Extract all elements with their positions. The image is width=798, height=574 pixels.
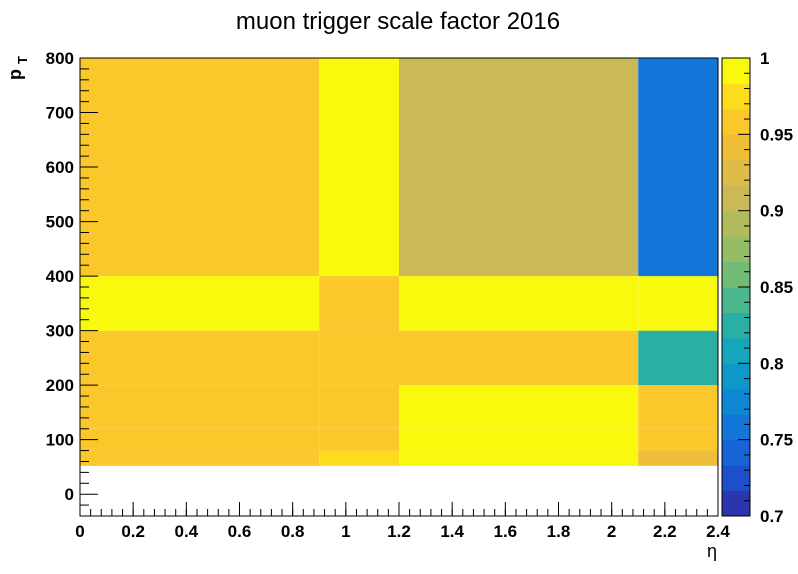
x-tick-label: 0 xyxy=(75,522,84,541)
y-axis-title-subscript: T xyxy=(15,56,30,64)
x-tick-label: 2.2 xyxy=(653,522,677,541)
heatmap-cell xyxy=(638,450,718,466)
x-axis-ticks: 0 0.2 0.4 0.6 0.8 1 1.2 1.4 1.6 1.8 2 2.2 2.4 xyxy=(75,502,730,541)
y-tick-label: 800 xyxy=(46,49,74,68)
y-axis-ticks: 0 100 200 300 400 500 600 700 800 xyxy=(46,49,98,517)
x-tick-label: 0.2 xyxy=(121,522,145,541)
y-tick-label: 0 xyxy=(65,485,74,504)
color-scale-band xyxy=(722,287,750,313)
heatmap-cell xyxy=(638,428,718,451)
heatmap-cell xyxy=(399,450,639,466)
heatmap-cell xyxy=(399,58,639,277)
y-axis-title-main: p xyxy=(5,69,25,80)
color-scale-label: 0.8 xyxy=(760,354,784,373)
color-scale-label: 1 xyxy=(760,49,769,68)
heatmap-cell xyxy=(80,330,320,386)
color-scale-band xyxy=(722,210,750,237)
heatmap-cell xyxy=(80,428,320,451)
heatmap-cell xyxy=(319,276,399,331)
color-scale-band xyxy=(722,185,750,212)
color-scale-band xyxy=(722,83,750,110)
color-scale-band xyxy=(722,108,750,135)
heatmap-cell xyxy=(399,330,639,386)
x-tick-label: 0.4 xyxy=(175,522,199,541)
x-tick-label: 1.2 xyxy=(387,522,411,541)
color-scale-band xyxy=(722,439,750,466)
color-scale-band xyxy=(722,490,750,517)
x-tick-label: 1 xyxy=(341,522,350,541)
heatmap-cell xyxy=(80,450,320,466)
color-scale-band xyxy=(722,134,750,161)
color-scale-band xyxy=(722,388,750,415)
x-tick-label: 2.4 xyxy=(706,522,730,541)
chart-title: muon trigger scale factor 2016 xyxy=(236,8,560,35)
heatmap-cell xyxy=(319,330,399,386)
x-tick-label: 2 xyxy=(607,522,616,541)
color-scale-band xyxy=(722,414,750,441)
heatmap-cell xyxy=(80,276,320,331)
y-tick-label: 400 xyxy=(46,267,74,286)
heatmap-cell xyxy=(319,450,399,466)
color-scale-band xyxy=(722,159,750,186)
x-tick-label: 1.6 xyxy=(494,522,518,541)
color-scale-ticks: 0.7 0.75 0.8 0.85 0.9 0.95 1 xyxy=(738,49,793,526)
heatmap-cell xyxy=(638,330,718,386)
heatmap-cells xyxy=(80,58,718,466)
svg-text:p T: p T xyxy=(5,56,30,80)
color-scale-band xyxy=(722,363,750,390)
color-scale-label: 0.85 xyxy=(760,278,793,297)
x-tick-label: 0.6 xyxy=(228,522,252,541)
x-tick-label: 1.8 xyxy=(547,522,571,541)
y-axis-title: p T xyxy=(5,56,30,80)
heatmap-cell xyxy=(399,385,639,429)
heatmap-cell xyxy=(80,385,320,429)
y-tick-label: 200 xyxy=(46,376,74,395)
color-scale-band xyxy=(722,261,750,288)
x-tick-label: 1.4 xyxy=(440,522,464,541)
heatmap-cell xyxy=(80,58,320,277)
heatmap-cell xyxy=(638,385,718,429)
y-tick-label: 100 xyxy=(46,431,74,450)
color-scale-band xyxy=(722,337,750,364)
heatmap-cell xyxy=(638,276,718,331)
color-scale-label: 0.9 xyxy=(760,202,784,221)
heatmap-cell xyxy=(399,428,639,451)
heatmap-cell xyxy=(638,58,718,277)
heatmap-cell xyxy=(319,58,399,277)
y-tick-label: 500 xyxy=(46,213,74,232)
color-scale-label: 0.95 xyxy=(760,125,793,144)
heatmap-cell xyxy=(319,428,399,451)
y-tick-label: 600 xyxy=(46,158,74,177)
heatmap-cell xyxy=(399,276,639,331)
heatmap-cell xyxy=(319,385,399,429)
color-scale-band xyxy=(722,465,750,492)
color-scale-label: 0.75 xyxy=(760,431,793,450)
y-tick-label: 300 xyxy=(46,322,74,341)
x-tick-label: 0.8 xyxy=(281,522,305,541)
y-tick-label: 700 xyxy=(46,104,74,123)
color-scale-band xyxy=(722,58,750,84)
x-axis-title: η xyxy=(707,541,717,561)
color-scale-band xyxy=(722,236,750,263)
color-scale-band xyxy=(722,312,750,339)
color-scale-bar xyxy=(721,57,751,517)
color-scale-label: 0.7 xyxy=(760,507,784,526)
